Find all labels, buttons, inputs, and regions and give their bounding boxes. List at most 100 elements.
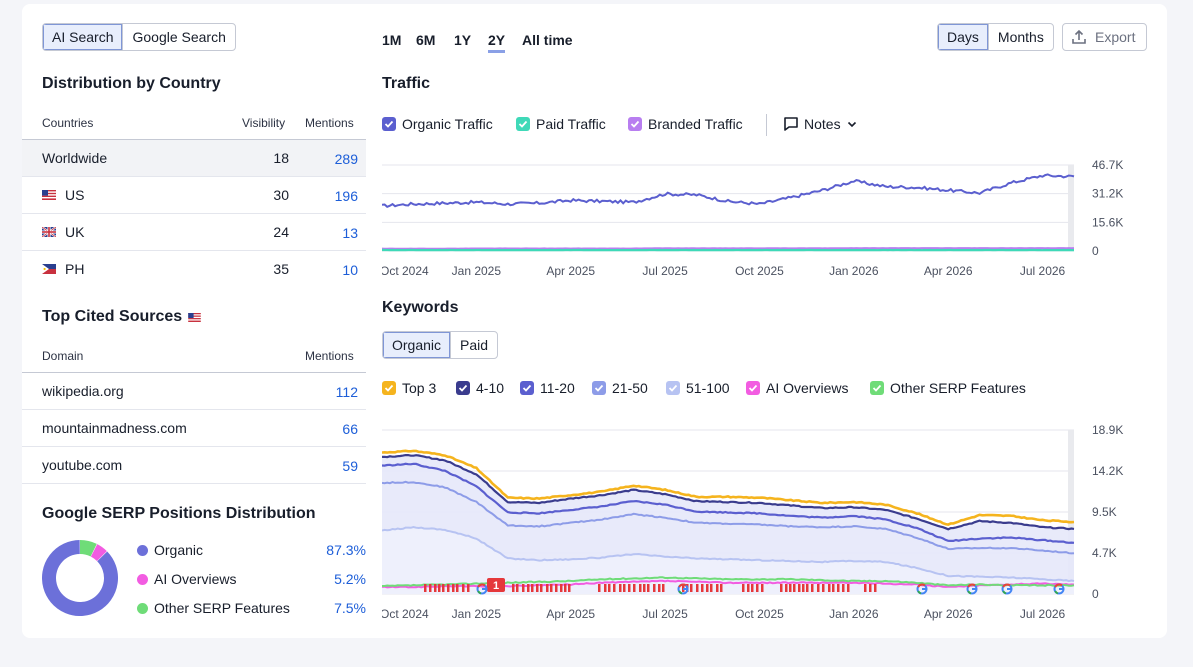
- note-marker[interactable]: [690, 584, 693, 592]
- note-marker[interactable]: [604, 584, 607, 592]
- checkbox-icon[interactable]: [382, 381, 396, 395]
- keywords-line-4-10[interactable]: [382, 454, 1075, 531]
- legend-top-3[interactable]: Top 3: [382, 380, 436, 396]
- note-marker[interactable]: [452, 584, 455, 592]
- note-marker[interactable]: [467, 584, 470, 592]
- note-marker[interactable]: [658, 584, 661, 592]
- country-row-uk[interactable]: UK 24 13: [22, 214, 366, 251]
- range-1m[interactable]: 1M: [382, 32, 402, 48]
- keywords-line-top-3[interactable]: [382, 449, 1075, 526]
- note-marker[interactable]: [555, 584, 558, 592]
- note-marker[interactable]: [633, 584, 636, 592]
- note-marker[interactable]: [761, 584, 764, 592]
- note-marker[interactable]: [643, 584, 646, 592]
- note-marker[interactable]: [462, 584, 465, 592]
- note-marker[interactable]: [424, 584, 427, 592]
- note-marker[interactable]: [793, 584, 796, 592]
- mentions-link[interactable]: 66: [342, 421, 358, 437]
- google-update-icon[interactable]: [966, 583, 978, 595]
- note-marker[interactable]: [701, 584, 704, 592]
- note-marker[interactable]: [623, 584, 626, 592]
- note-marker[interactable]: [540, 584, 543, 592]
- note-marker[interactable]: [869, 584, 872, 592]
- ai-search-button[interactable]: AI Search: [43, 24, 123, 50]
- source-row-youtube[interactable]: youtube.com 59: [22, 447, 366, 484]
- mentions-link[interactable]: 112: [335, 384, 358, 400]
- note-marker[interactable]: [442, 584, 445, 592]
- legend-51-100[interactable]: 51-100: [666, 380, 730, 396]
- country-row-worldwide[interactable]: Worldwide 18 289: [22, 140, 366, 177]
- note-marker[interactable]: [516, 584, 519, 592]
- google-update-icon[interactable]: [916, 583, 928, 595]
- range-2y[interactable]: 2Y: [488, 32, 506, 53]
- paid-button[interactable]: Paid: [450, 332, 497, 358]
- traffic-line-organic-traffic[interactable]: [382, 173, 1075, 208]
- legend-11-20[interactable]: 11-20: [520, 380, 575, 396]
- mentions-link[interactable]: 59: [342, 458, 358, 474]
- note-marker[interactable]: [527, 584, 530, 592]
- note-marker[interactable]: [706, 584, 709, 592]
- note-marker[interactable]: [696, 584, 699, 592]
- note-marker[interactable]: [546, 584, 549, 592]
- checkbox-icon[interactable]: [456, 381, 470, 395]
- legend-ai-overviews[interactable]: AI Overviews: [746, 380, 848, 396]
- note-marker[interactable]: [716, 584, 719, 592]
- serp-value[interactable]: 87.3%: [326, 542, 366, 558]
- serp-value[interactable]: 5.2%: [334, 571, 366, 587]
- source-row-wikipedia[interactable]: wikipedia.org 112: [22, 373, 366, 410]
- checkbox-icon[interactable]: [520, 381, 534, 395]
- country-row-ph[interactable]: PH 35 10: [22, 251, 366, 288]
- note-marker[interactable]: [438, 584, 441, 592]
- organic-button[interactable]: Organic: [383, 332, 451, 358]
- note-marker[interactable]: [864, 584, 867, 592]
- serp-value[interactable]: 7.5%: [334, 600, 366, 616]
- keywords-chart[interactable]: 0 4.7K 9.5K 14.2K 18.9K Oct 2024 Jan 2025 Apr 2…: [382, 418, 1162, 622]
- note-marker[interactable]: [456, 584, 459, 592]
- note-marker[interactable]: [837, 584, 840, 592]
- note-marker[interactable]: [568, 584, 571, 592]
- google-update-icon[interactable]: [1001, 583, 1013, 595]
- note-marker[interactable]: [710, 584, 713, 592]
- google-update-icon[interactable]: [476, 583, 488, 595]
- months-button[interactable]: Months: [987, 24, 1053, 50]
- note-marker[interactable]: [828, 584, 831, 592]
- google-update-icon[interactable]: [677, 583, 689, 595]
- checkbox-icon[interactable]: [516, 117, 530, 131]
- note-marker[interactable]: [662, 584, 665, 592]
- note-marker[interactable]: [747, 584, 750, 592]
- keywords-line-11-20[interactable]: [382, 462, 1075, 544]
- source-row-mountainmadness[interactable]: mountainmadness.com 66: [22, 410, 366, 447]
- google-update-icon[interactable]: [1053, 583, 1065, 595]
- note-marker[interactable]: [613, 584, 616, 592]
- note-marker[interactable]: [817, 584, 820, 592]
- traffic-line-branded-traffic[interactable]: [382, 247, 1075, 251]
- note-marker[interactable]: [447, 584, 450, 592]
- note-marker[interactable]: [608, 584, 611, 592]
- mentions-link[interactable]: 13: [342, 225, 358, 241]
- mentions-link[interactable]: 10: [342, 262, 358, 278]
- note-marker[interactable]: [536, 584, 539, 592]
- note-marker[interactable]: [847, 584, 850, 592]
- note-marker[interactable]: [874, 584, 877, 592]
- mentions-link[interactable]: 289: [334, 151, 358, 167]
- legend-4-10[interactable]: 4-10: [456, 380, 504, 396]
- checkbox-icon[interactable]: [666, 381, 680, 395]
- note-marker[interactable]: [742, 584, 745, 592]
- note-marker[interactable]: [842, 584, 845, 592]
- note-marker[interactable]: [751, 584, 754, 592]
- note-marker[interactable]: [560, 584, 563, 592]
- note-marker[interactable]: [619, 584, 622, 592]
- note-marker[interactable]: [550, 584, 553, 592]
- keywords-line-51-100[interactable]: [382, 525, 1075, 583]
- range-6m[interactable]: 6M: [416, 32, 436, 48]
- legend-branded-traffic[interactable]: Branded Traffic: [628, 116, 743, 132]
- note-marker[interactable]: [789, 584, 792, 592]
- note-marker[interactable]: [429, 584, 432, 592]
- note-marker[interactable]: [720, 584, 723, 592]
- legend-organic-traffic[interactable]: Organic Traffic: [382, 116, 493, 132]
- days-button[interactable]: Days: [938, 24, 988, 50]
- keywords-line-21-50[interactable]: [382, 480, 1075, 555]
- note-marker[interactable]: [832, 584, 835, 592]
- range-1y[interactable]: 1Y: [454, 32, 472, 48]
- google-search-button[interactable]: Google Search: [122, 24, 234, 50]
